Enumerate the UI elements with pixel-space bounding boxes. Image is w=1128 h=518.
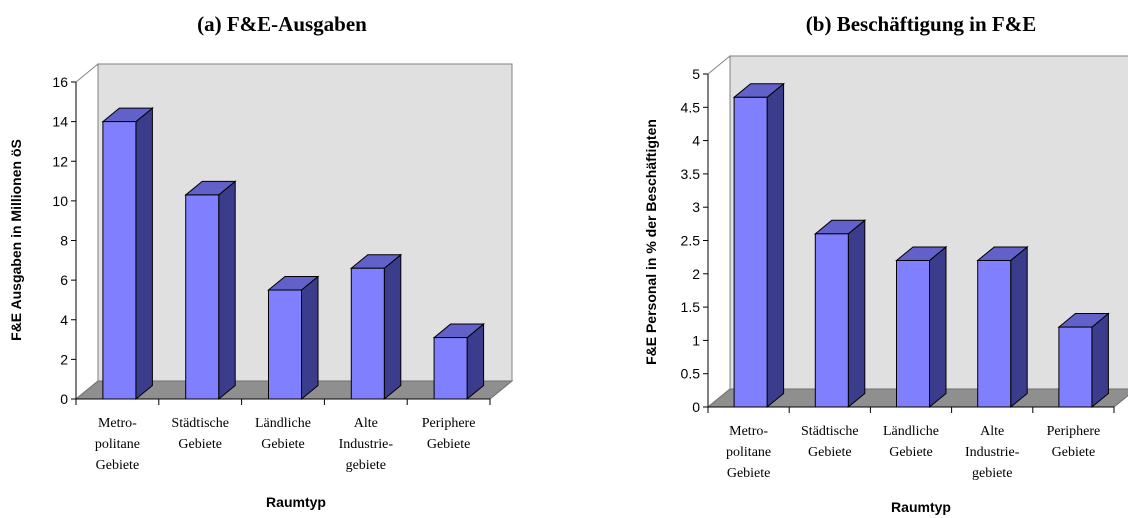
x-tick-label: Städtische Gebiete	[801, 424, 859, 460]
bar-side	[929, 245, 947, 409]
x-tick-label: Alte Industrie-gebiete	[339, 416, 394, 473]
bar-side	[766, 82, 785, 409]
y-tick-label: 0	[692, 399, 700, 415]
x-tick-label: Metro-politane Gebiete	[726, 424, 771, 481]
bar	[267, 275, 320, 401]
bar-side	[847, 219, 866, 409]
bar-front	[814, 233, 849, 408]
bar-front	[733, 96, 768, 408]
y-tick-label: 16	[52, 74, 68, 90]
chart-title: (a) F&E-Ausgaben	[197, 12, 367, 36]
bar-side	[301, 275, 319, 401]
y-tick-label: 10	[52, 193, 68, 209]
chart-panel-rd-expenditure: 0 2 4 6 8 10 12 14 16 Metro-politane Gebiete Städti…	[8, 12, 514, 510]
bar-front	[350, 267, 385, 400]
bar	[349, 253, 403, 401]
bar	[732, 82, 785, 409]
y-tick-label: 12	[52, 153, 68, 169]
x-tick-label: Alte Industrie-gebiete	[965, 424, 1020, 481]
bar-front	[1058, 326, 1093, 408]
x-tick-label: Periphere Gebiete	[1047, 424, 1101, 460]
bar-side	[383, 253, 402, 401]
bar-front	[185, 194, 220, 400]
y-tick-label: 1	[692, 332, 700, 348]
bar	[813, 219, 867, 409]
x-tick-label: Städtische Gebiete	[171, 416, 229, 452]
x-tick-label: Ländliche Gebiete	[883, 424, 939, 460]
bar	[976, 245, 1029, 409]
chart-panel-rd-employment: 0 0.5 1 1.5 2 2.5 3 3.5 4 4.5 5 Metro-politane Gebie…	[643, 12, 1128, 515]
bar-front	[102, 121, 137, 400]
bar-front	[433, 337, 468, 400]
bar	[895, 245, 948, 409]
bar-side	[1091, 312, 1109, 409]
y-axis-label: F&E Ausgaben in Millionen öS	[8, 139, 24, 341]
bar-side	[218, 180, 236, 401]
y-tick-label: 8	[60, 233, 68, 249]
x-axis-label: Raumtyp	[266, 494, 326, 510]
bar-front	[977, 259, 1012, 408]
y-tick-label: 1.5	[681, 299, 701, 315]
y-tick-label: 2	[60, 351, 68, 367]
y-tick-label: 0.5	[681, 366, 701, 382]
chart-title: (b) Beschäftigung in F&E	[806, 12, 1036, 36]
bar-side	[1010, 245, 1028, 409]
x-tick-label: Periphere Gebiete	[422, 416, 476, 452]
y-tick-label: 4	[60, 312, 68, 328]
y-tick-label: 4.5	[681, 99, 701, 115]
y-tick-label: 14	[52, 114, 68, 130]
y-tick-label: 2	[692, 266, 700, 282]
x-tick-label: Ländliche Gebiete	[255, 416, 311, 452]
y-tick-label: 4	[692, 133, 700, 149]
y-tick-label: 3.5	[681, 166, 701, 182]
bar-side	[135, 107, 153, 401]
bar	[1057, 312, 1110, 409]
y-tick-label: 0	[60, 391, 68, 407]
bar	[432, 322, 485, 401]
side-wall	[75, 62, 99, 401]
x-tick-label: Metro-politane Gebiete	[95, 416, 140, 473]
side-wall	[707, 54, 731, 409]
bar-front	[268, 289, 302, 400]
y-tick-label: 2.5	[681, 233, 701, 249]
x-axis-label: Raumtyp	[891, 499, 951, 515]
y-tick-label: 3	[692, 199, 700, 215]
bar	[101, 107, 154, 401]
y-tick-label: 6	[60, 272, 68, 288]
bar	[184, 180, 237, 401]
y-axis-label: F&E Personal in % der Beschäftigten	[643, 119, 659, 365]
y-tick-label: 5	[692, 66, 700, 82]
bar-front	[896, 259, 930, 408]
